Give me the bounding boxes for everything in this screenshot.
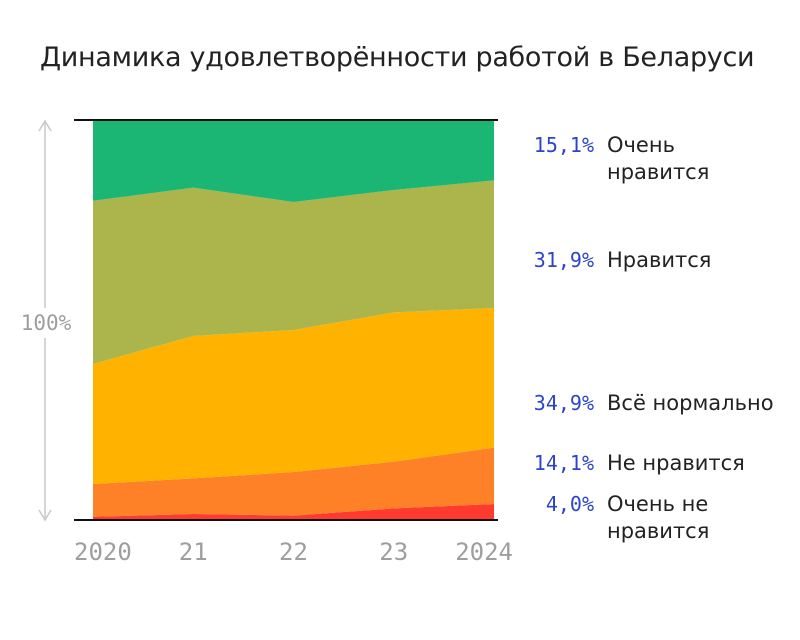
series-legend: 4,0% Очень не нравится 14,1% Не нравится 34,9… [534, 133, 774, 543]
x-tick-label: 23 [379, 538, 408, 566]
x-axis-ticks: 2020 21 22 23 2024 [74, 538, 513, 566]
series-name-label: Нравится [607, 248, 711, 272]
area-layers [93, 120, 494, 520]
area-3 [93, 308, 494, 484]
x-tick-label: 21 [179, 538, 208, 566]
series-percent-label: 4,0% [546, 492, 594, 516]
series-name-label: Не нравится [607, 451, 745, 475]
x-tick-label: 22 [279, 538, 308, 566]
area-1 [93, 504, 494, 520]
series-percent-label: 15,1% [534, 133, 594, 157]
series-percent-label: 31,9% [534, 248, 594, 272]
x-tick-label: 2020 [74, 538, 132, 566]
series-percent-label: 14,1% [534, 451, 594, 475]
area-5 [93, 120, 494, 202]
series-name-label: Очень не нравится [607, 492, 709, 543]
x-tick-label: 2024 [455, 538, 513, 566]
series-name-label: Всё нормально [607, 391, 774, 415]
area-2 [93, 447, 494, 517]
y-axis-label: 100% [21, 311, 72, 335]
series-name-label: Очень нравится [607, 133, 709, 184]
y-axis-label-background [14, 308, 78, 338]
area-4 [93, 180, 494, 364]
chart-title: Динамика удовлетворённости работой в Бел… [40, 42, 755, 73]
series-percent-label: 34,9% [534, 391, 594, 415]
